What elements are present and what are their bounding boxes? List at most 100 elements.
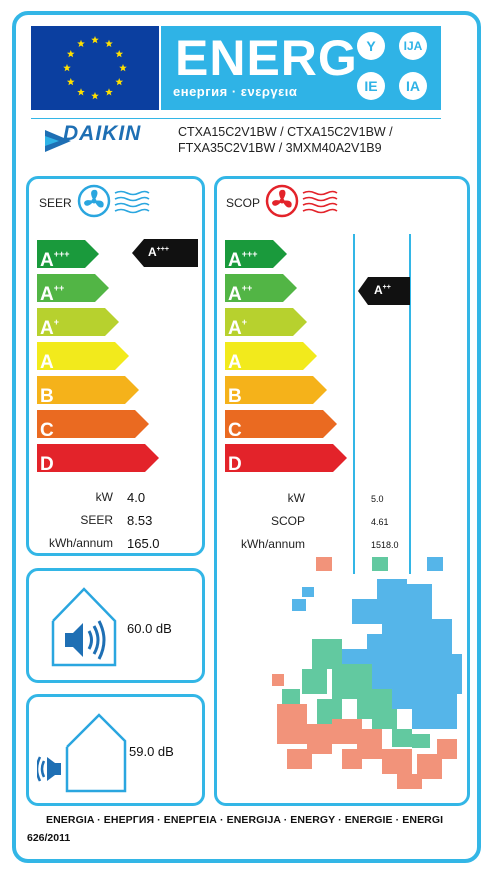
seer-scale-class-4: A [37, 342, 129, 373]
label-frame [12, 11, 481, 863]
scop-row-label-2: SCOP [270, 514, 305, 528]
map-region-block [292, 599, 306, 611]
zone-divider-1 [353, 234, 355, 574]
seer-row-label-2: SEER [80, 513, 113, 527]
seer-scale-class-1: A+++ [37, 240, 99, 271]
map-region-block [437, 704, 457, 729]
map-region-block [282, 689, 300, 704]
lang-bubble-ie: IE [357, 72, 385, 100]
seer-rating-indicator: A+++ [132, 239, 198, 267]
scop-rating-indicator: A++ [358, 277, 410, 305]
map-region-block [392, 729, 412, 747]
seer-scale-label-2: A++ [40, 283, 65, 305]
scop-scale-class-7: D [225, 444, 347, 475]
eu-star-4 [119, 64, 127, 72]
map-region-block [412, 709, 437, 729]
cooling-fan-icon [77, 184, 150, 218]
eu-star-12 [77, 39, 85, 47]
scop-rating-label: A++ [374, 283, 391, 297]
map-region-block [372, 664, 402, 689]
footer-energy-languages: ENERGIA · ЕНЕРГИЯ · ΕΝΕΡΓΕΙΑ · ENERGIJA … [46, 814, 444, 826]
scop-row-label-1: kW [287, 491, 305, 505]
map-region-block [437, 739, 457, 759]
map-region-block [382, 749, 412, 774]
scop-scale-label-3: A+ [228, 317, 247, 339]
zone-cold-square [427, 557, 443, 571]
zone-warm-square [316, 557, 332, 571]
models-line-2: FTXA35C2V1BW / 3MXM40A2V1B9 [178, 141, 382, 155]
scop-scale-label-6: C [228, 420, 242, 441]
eu-star-8 [77, 88, 85, 96]
scop-scale-class-3: A+ [225, 308, 307, 339]
scop-scale-label-1: A+++ [228, 249, 258, 271]
eu-star-1 [91, 36, 99, 44]
seer-scale-class-5: B [37, 376, 139, 407]
eu-star-6 [105, 88, 113, 96]
scop-row-value-2: 4.61 [371, 517, 389, 527]
daikin-logo-icon [45, 130, 71, 152]
lang-bubble-ija: IJA [399, 32, 427, 60]
scop-title: SCOP [226, 196, 261, 210]
outdoor-noise-value: 59.0 dB [129, 744, 174, 759]
map-region-block [342, 749, 362, 769]
map-region-block [412, 734, 430, 748]
scop-scale-label-4: A [228, 352, 242, 373]
map-region-block [367, 634, 402, 664]
model-numbers: CTXA15C2V1BW / CTXA15C2V1BW / FTXA35C2V1… [178, 124, 393, 156]
seer-row-value-2: 8.53 [127, 513, 153, 528]
zone-divider-2 [409, 234, 411, 574]
brand-name: DAIKIN [63, 122, 142, 145]
map-region-block [302, 669, 327, 694]
scop-row-label-3: kWh/annum [240, 537, 305, 551]
seer-panel: SEER A+++ A++ A+ A B C D A+++ kW 4.0 SEER 8.53 kWh… [26, 176, 205, 556]
seer-scale-label-6: C [40, 420, 54, 441]
map-region-block [302, 587, 314, 597]
brand-row: DAIKIN CTXA15C2V1BW / CTXA15C2V1BW / FTX… [31, 118, 441, 160]
models-line-1: CTXA15C2V1BW / CTXA15C2V1BW / [178, 125, 393, 139]
scop-scale-class-4: A [225, 342, 317, 373]
scop-row-value-1: 5.0 [371, 494, 384, 504]
map-region-block [272, 674, 284, 686]
scop-scale-class-1: A+++ [225, 240, 287, 271]
zone-average-square [372, 557, 388, 571]
energ-subtitle: енергия · ενεργεια [173, 84, 298, 99]
scop-panel: SCOP A+++ A++ A+ A B C D A++ kW 5.0 SCOP 4.61 kWh/… [214, 176, 470, 806]
eu-star-10 [63, 64, 71, 72]
seer-row-label-3: kWh/annum [48, 536, 113, 550]
indoor-noise-value: 60.0 dB [127, 621, 172, 636]
eu-flag [31, 26, 159, 110]
indoor-speaker-house-icon [51, 587, 117, 667]
footer-regulation: 626/2011 [27, 832, 71, 844]
heating-fan-icon [265, 184, 338, 218]
eu-star-11 [66, 50, 75, 58]
seer-scale-label-3: A+ [40, 317, 59, 339]
eu-star-9 [66, 78, 75, 86]
seer-scale-label-4: A [40, 352, 54, 373]
scop-row-value-3: 1518.0 [371, 540, 399, 550]
seer-rating-label: A+++ [148, 245, 169, 259]
scop-scale-label-7: D [228, 454, 242, 475]
outdoor-speaker-house-icon [37, 713, 127, 793]
seer-scale-label-5: B [40, 386, 54, 407]
seer-scale-label-1: A+++ [40, 249, 70, 271]
lang-bubble-ia: IA [399, 72, 427, 100]
scop-scale-class-5: B [225, 376, 327, 407]
energ-word: ENERG [175, 30, 358, 86]
map-region-block [372, 709, 397, 729]
map-region-block [352, 599, 382, 624]
seer-scale-class-7: D [37, 444, 159, 475]
seer-title: SEER [39, 196, 72, 210]
seer-row-value-3: 165.0 [127, 536, 160, 551]
indoor-noise-panel: 60.0 dB [26, 568, 205, 683]
scop-scale-class-6: C [225, 410, 337, 441]
seer-scale-class-2: A++ [37, 274, 109, 305]
energy-header: ENERG енергия · ενεργεια Y IJA IE IA [161, 26, 441, 110]
eu-stars-icon [63, 36, 127, 100]
outdoor-noise-panel: 59.0 dB [26, 694, 205, 806]
lang-bubble-y: Y [357, 32, 385, 60]
scop-scale-label-5: B [228, 386, 242, 407]
europe-climate-map-icon [272, 579, 462, 789]
eu-star-5 [115, 78, 124, 86]
eu-star-7 [91, 92, 99, 100]
eu-star-3 [115, 50, 124, 58]
